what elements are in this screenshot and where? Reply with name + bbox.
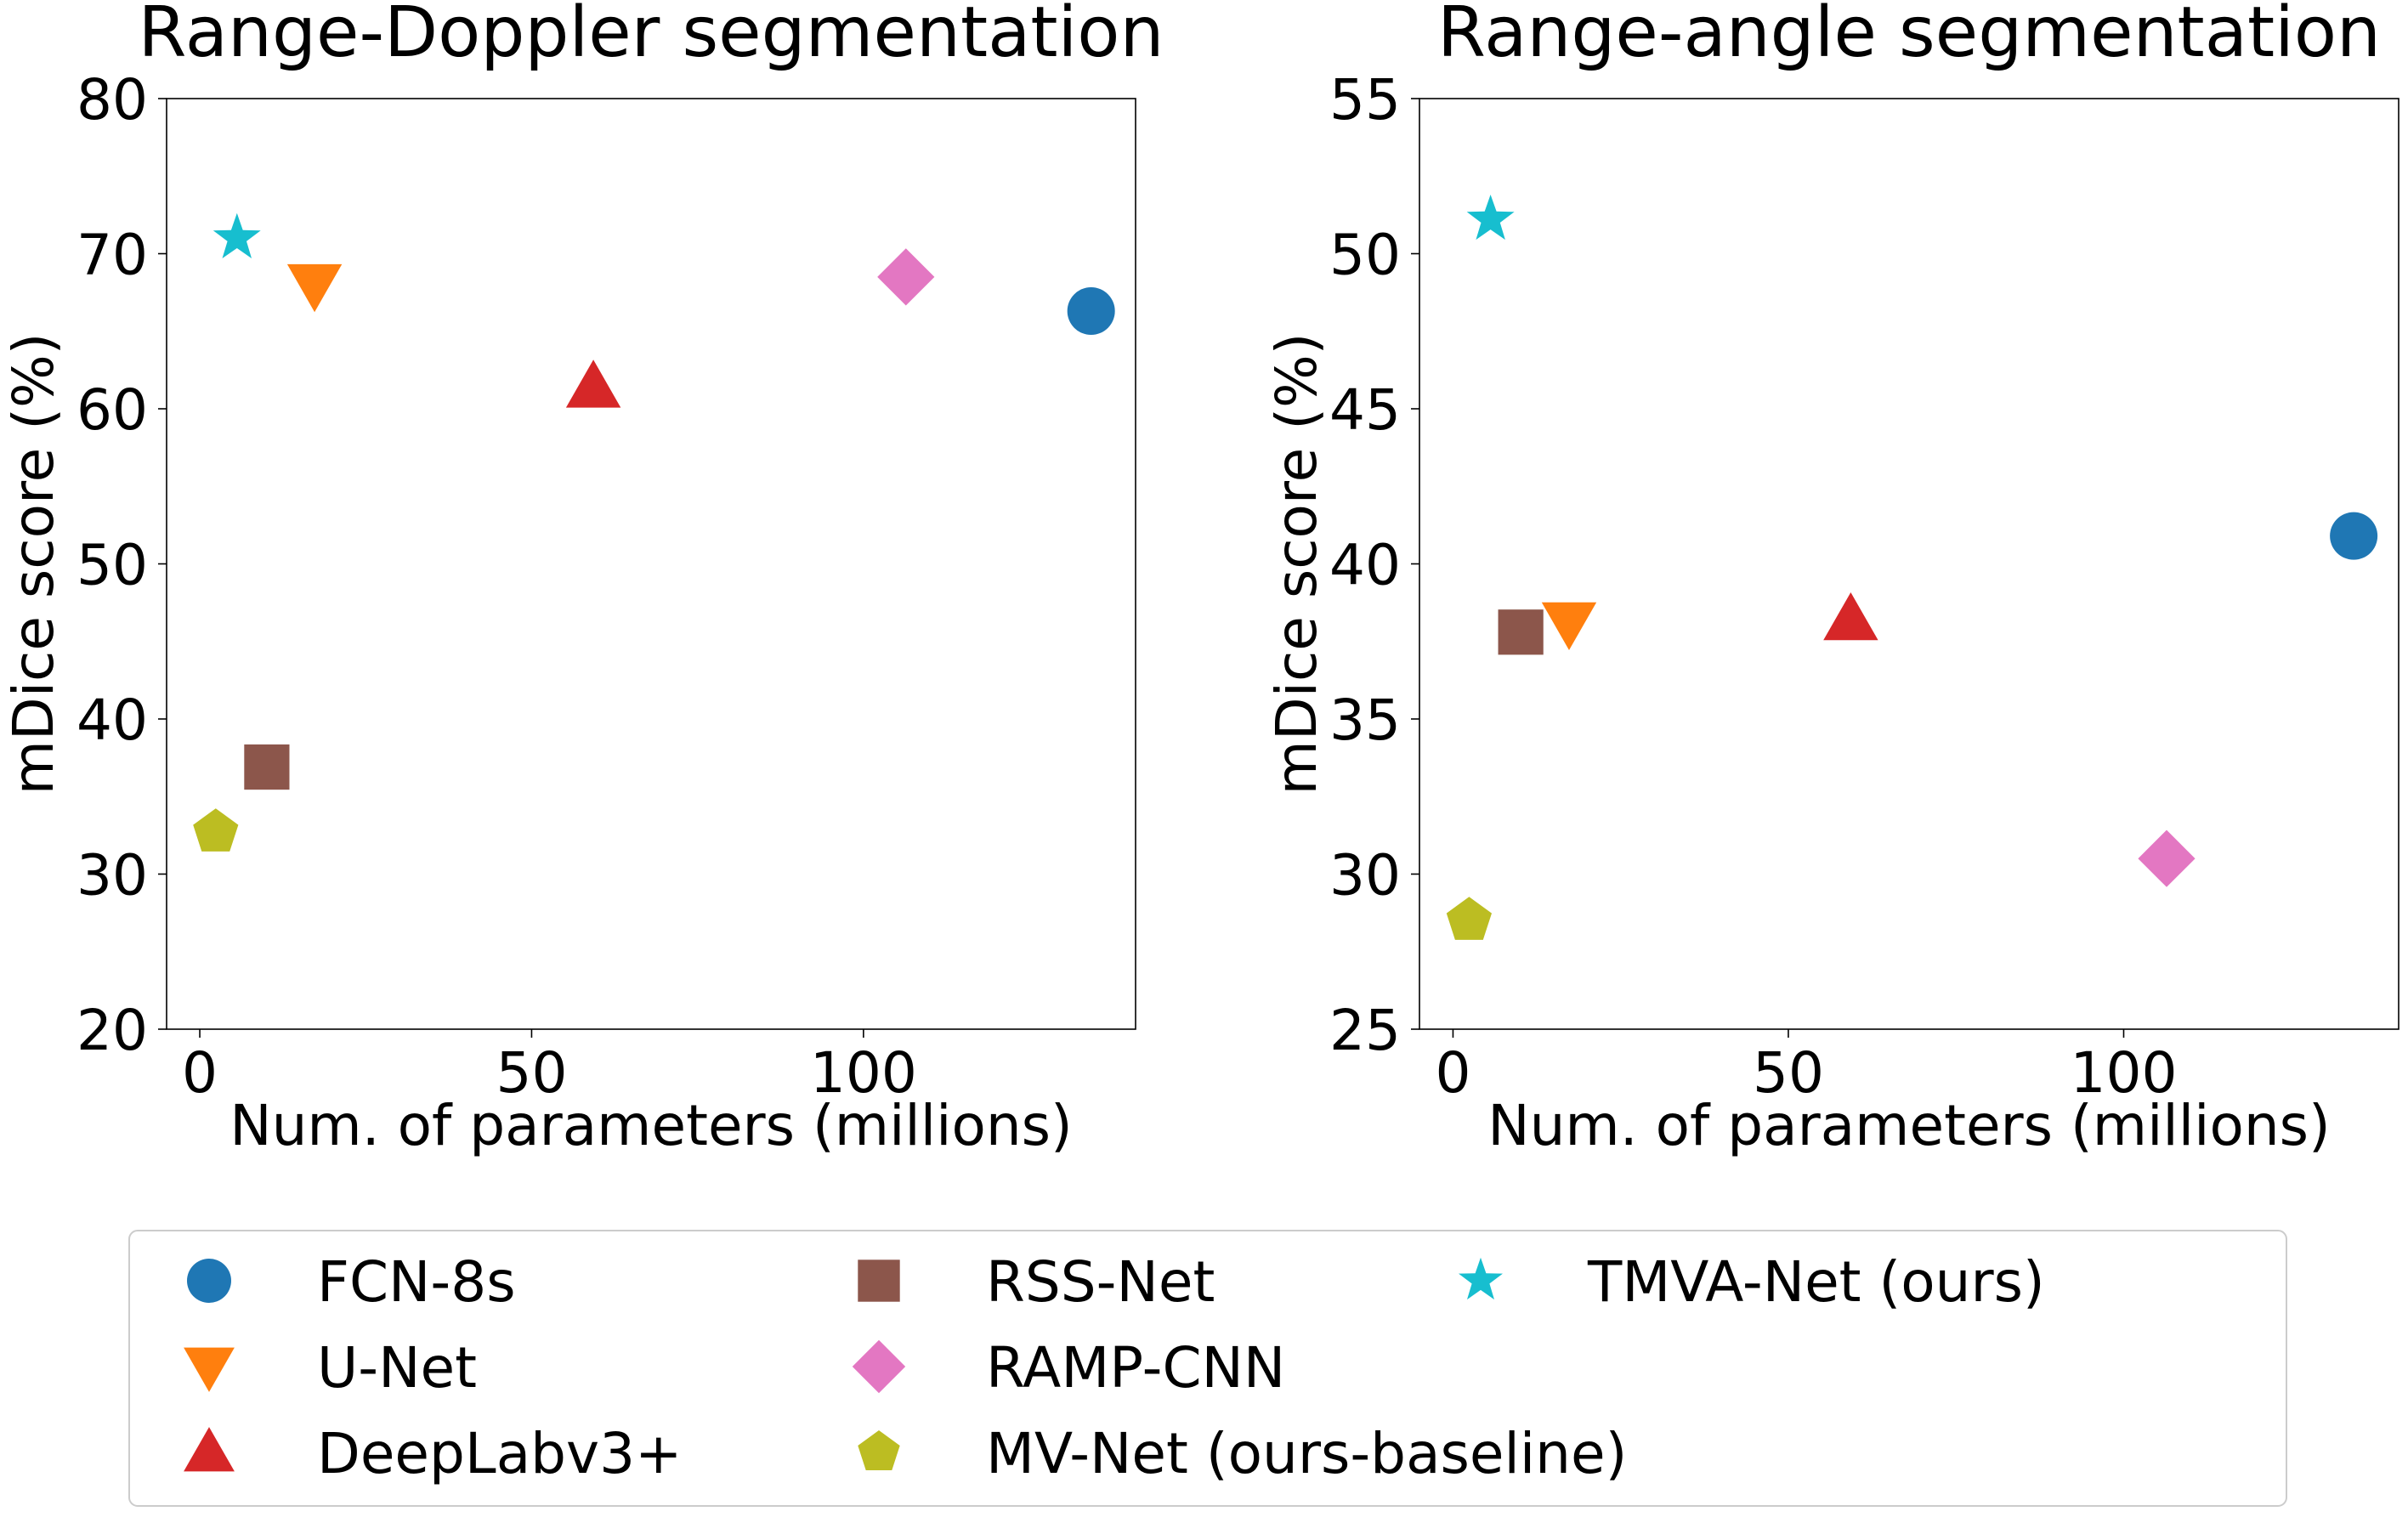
y-tick-label: 55 <box>1329 67 1401 133</box>
legend-label-mv-net-ours-baseline: MV-Net (ours-baseline) <box>986 1421 1627 1486</box>
point-u-net <box>286 263 343 313</box>
point-ramp-cnn <box>877 248 935 306</box>
y-tick-label: 50 <box>1329 223 1401 288</box>
legend-label-deeplabv3: DeepLabv3+ <box>317 1421 682 1486</box>
y-tick-label: 25 <box>1329 998 1401 1063</box>
legend-marker-deeplabv3 <box>184 1427 235 1472</box>
point-rss-net <box>244 744 290 790</box>
y-tick-label: 40 <box>76 688 148 753</box>
point-deeplabv3 <box>1823 592 1878 641</box>
y-tick-label: 40 <box>1329 533 1401 598</box>
chart-range-angle: Range-angle segmentation 0 50 100 25 30 35 40 45… <box>1264 0 2400 1158</box>
y-tick-label: 70 <box>76 223 148 288</box>
x-axis-label: Num. of parameters (millions) <box>1487 1093 2331 1158</box>
legend-label-tmva-net-ours: TMVA-Net (ours) <box>1587 1249 2045 1315</box>
y-tick-label: 50 <box>76 533 148 598</box>
y-tick-label: 45 <box>1329 377 1401 443</box>
x-axis-label: Num. of parameters (millions) <box>229 1093 1073 1158</box>
y-tick-label: 20 <box>76 998 148 1063</box>
x-tick-label: 100 <box>2071 1040 2178 1106</box>
x-tick-label: 50 <box>1753 1040 1824 1106</box>
y-tick-label: 35 <box>1329 688 1401 753</box>
chart-title: Range-angle segmentation <box>1437 0 2381 73</box>
legend-label-fcn-8s: FCN-8s <box>317 1249 516 1315</box>
axes-frame <box>1419 98 2400 1030</box>
legend: FCN-8s U-Net DeepLabv3+ RSS-Net RAMP-CNN MV-N… <box>128 1230 2287 1507</box>
x-tick-label: 50 <box>496 1040 567 1106</box>
y-axis-label: mDice score (%) <box>1264 333 1329 795</box>
point-mv-net-ours-baseline <box>1446 897 1492 940</box>
legend-marker-rss-net <box>858 1259 900 1302</box>
chart-title: Range-Doppler segmentation <box>139 0 1164 73</box>
point-fcn-8s <box>2330 512 2378 560</box>
y-axis-label: mDice score (%) <box>1 333 66 795</box>
y-tick-label: 30 <box>1329 843 1401 909</box>
point-ramp-cnn <box>2138 829 2196 887</box>
y-tick-label: 60 <box>76 377 148 443</box>
legend-label-u-net: U-Net <box>317 1335 477 1401</box>
point-tmva-net-ours <box>1466 195 1515 241</box>
x-tick-label: 0 <box>1435 1040 1470 1106</box>
point-u-net <box>1541 602 1597 650</box>
point-deeplabv3 <box>565 359 621 408</box>
legend-marker-u-net <box>184 1347 235 1392</box>
legend-marker-ramp-cnn <box>852 1339 906 1394</box>
chart-range-doppler: Range-Doppler segmentation 0 50 100 20 30 40 50… <box>1 0 1164 1158</box>
legend-marker-tmva-net-ours <box>1459 1257 1503 1300</box>
point-mv-net-ours-baseline <box>193 808 239 852</box>
legend-label-ramp-cnn: RAMP-CNN <box>986 1335 1285 1401</box>
legend-marker-fcn-8s <box>187 1259 231 1303</box>
point-tmva-net-ours <box>212 212 261 258</box>
point-rss-net <box>1498 609 1544 655</box>
legend-frame <box>128 1230 2287 1507</box>
legend-label-rss-net: RSS-Net <box>986 1249 1215 1315</box>
y-tick-label: 30 <box>76 843 148 909</box>
x-tick-label: 100 <box>810 1040 917 1106</box>
point-fcn-8s <box>1067 287 1115 336</box>
y-tick-label: 80 <box>76 67 148 133</box>
x-tick-label: 0 <box>182 1040 218 1106</box>
axes-frame <box>166 98 1136 1030</box>
legend-marker-mv-net-ours-baseline <box>858 1430 900 1470</box>
